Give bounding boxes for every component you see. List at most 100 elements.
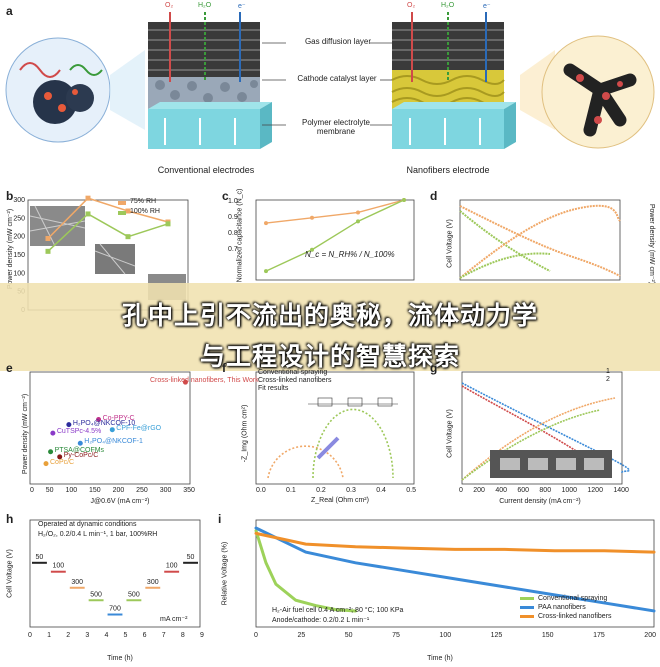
e-point (48, 449, 54, 455)
i-legend-item: Conventional spraying (520, 595, 612, 602)
title-banner (0, 283, 660, 371)
chart-d (459, 199, 621, 281)
e-xlabel: J@0.6V (mA cm⁻²) (90, 498, 150, 505)
left-caption: Conventional electrodes (157, 165, 255, 175)
membrane-label: Polymer electrolyte membrane (301, 118, 371, 136)
f-legend-1: Conventional spraying (258, 369, 328, 376)
b-sem-image-1 (29, 205, 86, 247)
panel-c-label: c (222, 189, 229, 203)
h-step-label: 500 (90, 591, 102, 598)
e-point-label: CuTSPc-4.5% (56, 428, 102, 436)
h-step-label: 50 (187, 554, 195, 561)
b-ytick: 200 (13, 234, 25, 241)
c-ytick-09: 0.9 (228, 214, 238, 221)
e-point (96, 417, 102, 423)
i-series-line (254, 531, 656, 554)
e-point (43, 461, 49, 467)
c-series-line (265, 199, 405, 272)
f-highlight (316, 436, 340, 460)
i-legend-item: Cross-linked nanofibers (520, 613, 612, 620)
chart-c (255, 198, 415, 281)
b-point (125, 208, 131, 214)
b-ytick: 250 (13, 215, 25, 222)
e-point-label: CoPc/C (50, 458, 75, 466)
h-note-2: H₂/O₂, 0.2/0.4 L min⁻¹, 1 bar, 100%RH (38, 531, 158, 538)
i-legend-text: Cross-linked nanofibers (538, 613, 612, 620)
h-step-label: 50 (36, 554, 44, 561)
chart-e (29, 371, 191, 485)
h-step-label: 300 (71, 579, 83, 586)
e-label-left: e⁻ (238, 3, 246, 10)
i-legend-swatch (520, 597, 534, 600)
i-note-1: H₂-Air fuel cell 0.4 A cm⁻²; 80 °C; 100 … (272, 607, 404, 614)
panel-b-label: b (6, 189, 14, 203)
b-point (85, 211, 91, 217)
b-legend-75: 75% RH (130, 198, 157, 205)
c-point (310, 215, 314, 220)
b-ytick: 100 (13, 270, 25, 277)
e-label-right: e⁻ (483, 3, 491, 10)
catalyst-layer-label: Cathode catalyst layer (297, 74, 377, 83)
b-legend (118, 201, 126, 215)
e-point (66, 422, 72, 428)
banner-line-2: 与工程设计的智慧探索 (199, 342, 460, 371)
chart-g (461, 371, 630, 485)
panel-h-label: h (6, 512, 14, 526)
b-ytick: 150 (13, 252, 25, 259)
b-series-line (47, 197, 169, 240)
c-ylabel: Normalized capacitance (N_c) (236, 188, 244, 283)
left-membrane (148, 109, 260, 149)
e-point (182, 379, 188, 385)
panel-a-illustration (5, 12, 655, 149)
g-xticks: 0 200 400 600 800 1000 1200 1400 (459, 487, 629, 494)
e-point (50, 430, 56, 436)
f-arc-nanofibers (312, 408, 394, 479)
f-arc-conventional (267, 445, 344, 479)
h-note-1: Operated at dynamic conditions (38, 521, 137, 528)
f-ylabel: -Z_Img (Ohm cm²) (241, 404, 249, 463)
b-legend-100: 100% RH (130, 208, 160, 215)
panel-f-label: f (222, 361, 226, 375)
c-point (356, 219, 360, 224)
c-point (310, 247, 314, 252)
e-point-label: Cross-linked nanofibers, This Work (150, 377, 259, 385)
c-ytick-1: 1.0 (228, 198, 238, 205)
chart-i (254, 519, 656, 628)
panel-i-label: i (218, 512, 222, 526)
e-point-label: PTSA@COFMs (54, 446, 105, 454)
banner-line-1: 孔中上引不流出的奥秘，流体动力学 (121, 301, 538, 330)
g-legend-2: 2 (606, 376, 610, 383)
e-point (109, 427, 115, 433)
f-xticks: 0.0 0.1 0.2 0.3 0.4 0.5 (256, 487, 416, 494)
i-note-2: Anode/cathode: 0.2/0.2 L min⁻¹ (272, 617, 370, 624)
i-legend-item: PAA nanofibers (520, 604, 612, 611)
i-legend-swatch (520, 615, 534, 618)
e-point-label: Py-CoPc/C (63, 451, 99, 459)
h-step-label: 500 (128, 591, 140, 598)
panel-d-label: d (430, 189, 438, 203)
g-ylabel: Cell Voltage (V) (446, 409, 454, 458)
e-point (77, 440, 83, 446)
c-ytick-08: 0.8 (228, 230, 238, 237)
f-legend-3: Fit results (258, 385, 289, 392)
e-point-label: Co-PPY-C (102, 414, 135, 422)
b-sem-image-2 (94, 243, 136, 275)
h2o-label-left: H₂O (198, 2, 212, 9)
i-xlabel: Time (h) (427, 655, 453, 662)
e-point-label: H₂PO₄@NKCOF-10 (72, 419, 136, 427)
d-y2label: Power density (mW cm⁻²) (648, 203, 655, 285)
g-legend-1: 1 (606, 368, 610, 375)
gdl-label: Gas diffusion layer (304, 37, 372, 46)
h-step-label: 300 (147, 579, 159, 586)
b-ytick: 300 (13, 197, 25, 204)
i-xticks: 0 25 50 75 100 125 150 175 200 (254, 632, 656, 639)
panel-a-label: a (6, 4, 13, 18)
i-series-line (254, 526, 656, 613)
chart-h: 50 100 300 500 700 500 300 100 50 (29, 519, 201, 628)
i-ylabel: Relative Voltage (%) (221, 541, 229, 606)
i-legend: Conventional spraying PAA nanofibers Cross… (520, 595, 612, 622)
c-point (356, 210, 360, 215)
left-carbon-particle (33, 80, 77, 124)
c-point (402, 198, 406, 202)
